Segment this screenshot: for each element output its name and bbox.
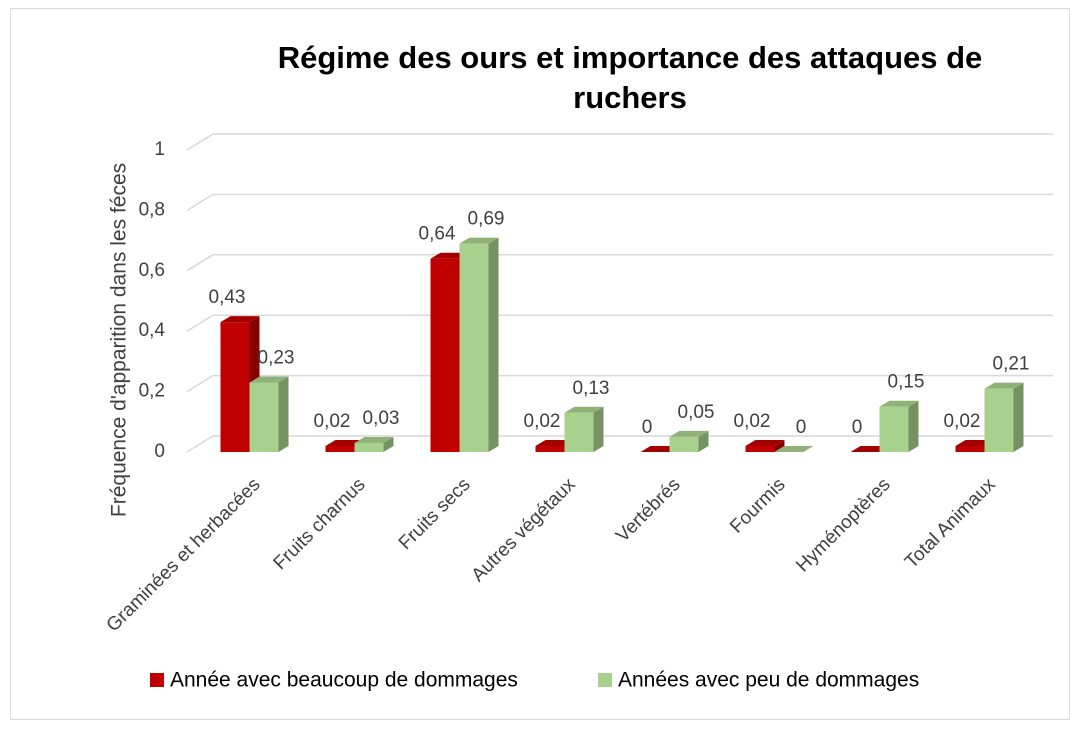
y-tick-label: 1 bbox=[154, 139, 165, 160]
y-tick-label: 0,8 bbox=[139, 199, 165, 220]
data-label: 0,15 bbox=[888, 372, 925, 393]
data-label: 0,13 bbox=[573, 378, 610, 399]
bar-top bbox=[984, 382, 1024, 389]
bar-top bbox=[249, 376, 289, 383]
y-axis-label: Fréquence d'apparition dans les féces bbox=[108, 163, 131, 517]
bar bbox=[249, 382, 279, 452]
grid-line bbox=[186, 193, 1053, 212]
bar-side bbox=[278, 376, 289, 452]
bar-top bbox=[745, 439, 785, 446]
bar-top bbox=[354, 436, 394, 443]
bar bbox=[459, 243, 489, 452]
bar-top bbox=[879, 400, 919, 407]
bar bbox=[669, 436, 699, 452]
bar-side bbox=[698, 430, 709, 452]
bar bbox=[564, 412, 594, 452]
x-tick-label: Vertébrés bbox=[612, 474, 684, 546]
bar-side bbox=[908, 400, 919, 452]
legend-label: Années avec peu de dommages bbox=[618, 669, 919, 692]
bar bbox=[745, 445, 775, 452]
bar bbox=[430, 258, 460, 452]
bar-top bbox=[669, 430, 709, 437]
bar bbox=[535, 445, 565, 452]
bar bbox=[325, 445, 355, 452]
y-tick-label: 0 bbox=[154, 441, 165, 462]
data-label: 0,02 bbox=[314, 411, 351, 432]
grid-line bbox=[186, 133, 1053, 151]
x-tick-label: Fruits charnus bbox=[270, 474, 370, 574]
bar-side bbox=[383, 436, 394, 452]
bar-side bbox=[593, 406, 604, 452]
x-tick-label: Total Animaux bbox=[901, 474, 1000, 573]
data-label: 0,02 bbox=[734, 411, 771, 432]
x-tick-label: Autres végétaux bbox=[468, 474, 580, 586]
grid-line bbox=[186, 374, 1053, 393]
data-label: 0 bbox=[642, 417, 653, 438]
data-label: 0 bbox=[852, 417, 863, 438]
data-label: 0 bbox=[796, 417, 807, 438]
legend-swatch bbox=[150, 673, 164, 687]
bar-top bbox=[459, 237, 499, 244]
data-label: 0,43 bbox=[209, 287, 246, 308]
legend-label: Année avec beaucoup de dommages bbox=[170, 669, 518, 692]
x-tick-label: Hyménoptères bbox=[792, 474, 894, 576]
grid-line bbox=[186, 254, 1053, 272]
chart-border bbox=[10, 8, 1070, 720]
data-label: 0,23 bbox=[258, 348, 295, 369]
bar-side bbox=[774, 439, 785, 452]
bar-top bbox=[564, 406, 604, 413]
bar bbox=[220, 322, 250, 452]
bar bbox=[984, 388, 1014, 452]
bar bbox=[879, 406, 909, 452]
bar-top bbox=[220, 316, 260, 323]
x-tick-label: Fruits secs bbox=[395, 474, 475, 554]
x-tick-label: Fourmis bbox=[726, 474, 789, 537]
legend-swatch bbox=[598, 673, 612, 687]
bar bbox=[354, 442, 384, 452]
grid-line bbox=[186, 314, 1053, 332]
data-label: 0,64 bbox=[419, 224, 456, 245]
grid-line bbox=[186, 435, 1053, 453]
data-label: 0,21 bbox=[993, 354, 1030, 375]
chart-title: Régime des ours et importance des attaqu… bbox=[277, 40, 983, 115]
bar bbox=[955, 445, 985, 452]
bar-side bbox=[1013, 382, 1024, 452]
y-tick-label: 0,6 bbox=[139, 260, 165, 281]
bar-top bbox=[774, 446, 814, 452]
y-tick-label: 0,4 bbox=[139, 320, 166, 341]
data-label: 0,69 bbox=[468, 209, 505, 230]
data-label: 0,02 bbox=[944, 411, 981, 432]
data-label: 0,02 bbox=[524, 411, 561, 432]
bar-side bbox=[488, 237, 499, 452]
y-tick-label: 0,2 bbox=[139, 381, 165, 402]
data-label: 0,03 bbox=[363, 408, 400, 429]
data-label: 0,05 bbox=[678, 402, 715, 423]
